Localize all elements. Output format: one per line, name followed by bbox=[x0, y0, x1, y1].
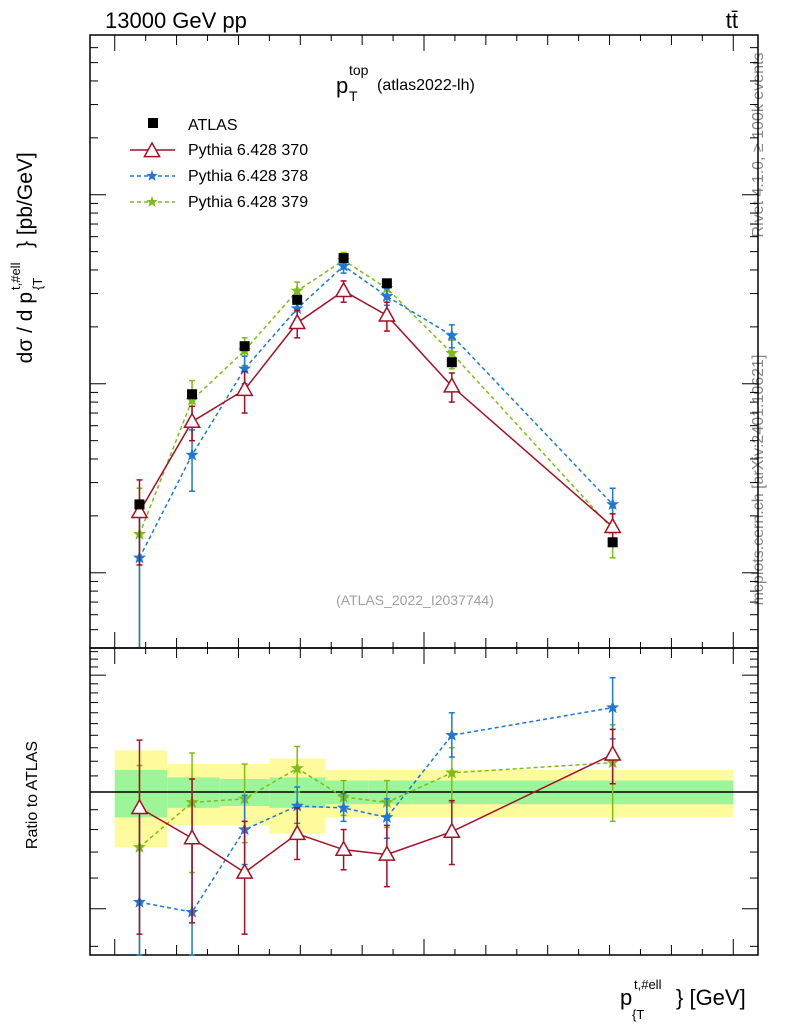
series-s379 bbox=[132, 251, 620, 649]
series-point-s370 bbox=[334, 281, 353, 298]
series-point-s378 bbox=[185, 448, 199, 461]
ratio-point-s370 bbox=[603, 744, 622, 761]
analysis-watermark: (ATLAS_2022_I2037744) bbox=[336, 592, 494, 608]
ratio-point-s370 bbox=[183, 828, 201, 845]
data-series-atlas bbox=[134, 253, 618, 548]
legend-marker-atlas bbox=[148, 118, 158, 128]
legend-label-370: Pythia 6.428 370 bbox=[188, 142, 308, 159]
ratio-point-s370 bbox=[442, 822, 461, 839]
series-point-s370 bbox=[130, 502, 149, 519]
series-line-s379 bbox=[138, 259, 614, 535]
series-point-s370 bbox=[183, 412, 201, 429]
ylabel-sub: {T bbox=[30, 278, 45, 290]
ratio-y-axis-label: Ratio to ATLAS bbox=[24, 741, 41, 849]
y-axis-label: dσ / d p t,#ell {T } [pb/GeV] bbox=[8, 152, 45, 363]
title-tag: (atlas2022-lh) bbox=[377, 77, 475, 94]
series-point-s379 bbox=[290, 284, 304, 297]
ratio-point-s379 bbox=[290, 761, 304, 774]
energy-label: 13000 GeV pp bbox=[105, 8, 247, 33]
data-point-atlas bbox=[134, 499, 145, 510]
xlabel-sup: t,#ell bbox=[634, 977, 662, 992]
ratio-line-s379 bbox=[138, 761, 613, 848]
series-point-s370 bbox=[378, 305, 396, 322]
ratio-point-s378 bbox=[606, 700, 620, 714]
ratio-series-s379 bbox=[132, 724, 620, 956]
xlabel-sub: {T bbox=[632, 1007, 644, 1022]
xlabel-suffix: } [GeV] bbox=[676, 985, 746, 1010]
ylabel-suffix: } [pb/GeV] bbox=[14, 152, 37, 248]
series-line-s370 bbox=[138, 289, 614, 528]
ratio-point-s378 bbox=[445, 728, 459, 741]
series-s370 bbox=[130, 280, 622, 566]
series-s378 bbox=[132, 258, 620, 649]
legend-marker-379 bbox=[146, 196, 158, 207]
ratio-line-s378 bbox=[139, 706, 613, 913]
series-point-s378 bbox=[606, 497, 620, 510]
data-point-atlas bbox=[292, 294, 303, 305]
ratio-point-s370 bbox=[235, 862, 254, 879]
ylabel-prefix: dσ / d p bbox=[14, 292, 37, 363]
ratio-point-s370 bbox=[378, 844, 396, 861]
legend-label-378: Pythia 6.428 378 bbox=[188, 168, 308, 185]
ratio-series-s370 bbox=[130, 728, 622, 935]
series-point-s379 bbox=[445, 346, 459, 359]
series-point-s378 bbox=[380, 289, 394, 302]
ratio-point-s378 bbox=[380, 810, 394, 823]
ratio-line-s370 bbox=[139, 753, 613, 874]
ratio-point-s370 bbox=[288, 824, 307, 841]
data-point-atlas bbox=[338, 253, 349, 264]
series-point-s370 bbox=[603, 517, 622, 534]
data-point-atlas bbox=[381, 278, 392, 289]
data-point-atlas bbox=[239, 341, 250, 352]
series-point-s370 bbox=[288, 313, 307, 330]
series-point-s378 bbox=[445, 328, 459, 342]
title-main: p bbox=[336, 73, 348, 98]
title-sub: T bbox=[349, 88, 358, 104]
legend-marker-370 bbox=[143, 141, 161, 158]
series-point-s370 bbox=[442, 376, 461, 393]
legend: ATLAS Pythia 6.428 370 Pythia 6.428 378 … bbox=[130, 117, 308, 211]
ratio-panel bbox=[89, 647, 759, 956]
plot-title: p top T (atlas2022-lh) bbox=[336, 62, 475, 104]
title-sup: top bbox=[349, 62, 369, 78]
ratio-point-s370 bbox=[334, 840, 353, 857]
series-point-s378 bbox=[337, 259, 351, 272]
xlabel-prefix: p bbox=[620, 985, 632, 1010]
process-label: tt̄ bbox=[726, 8, 738, 33]
x-axis-label: p t,#ell {T } [GeV] bbox=[620, 977, 746, 1022]
ratio-point-s370 bbox=[130, 798, 149, 815]
legend-marker-378 bbox=[146, 170, 158, 181]
data-point-atlas bbox=[187, 389, 198, 400]
series-point-s370 bbox=[235, 380, 254, 397]
legend-label-atlas: ATLAS bbox=[188, 117, 238, 134]
data-point-atlas bbox=[607, 537, 618, 548]
ratio-point-s379 bbox=[445, 766, 459, 779]
ylabel-sup: t,#ell bbox=[8, 262, 23, 290]
legend-label-379: Pythia 6.428 379 bbox=[188, 194, 308, 211]
data-point-atlas bbox=[446, 357, 457, 368]
ratio-point-s378 bbox=[337, 801, 351, 814]
